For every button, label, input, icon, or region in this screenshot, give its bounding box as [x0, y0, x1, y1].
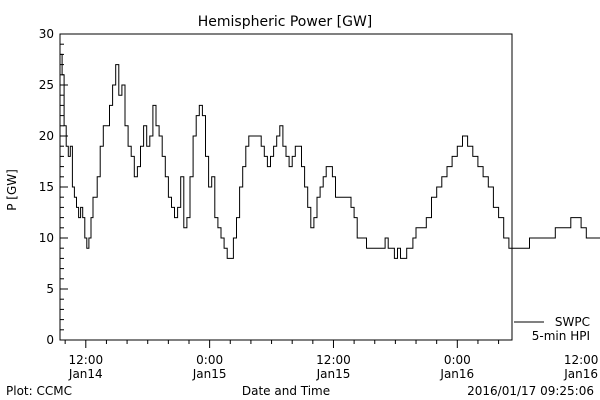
legend: SWPC 5-min HPI [514, 315, 590, 343]
x-tick-time-label: 12:00 [564, 353, 599, 367]
plot-frame [59, 33, 513, 341]
y-tick-label: 0 [46, 333, 54, 347]
series-line-swpc [60, 53, 600, 259]
legend-swpc-label: SWPC [555, 315, 590, 329]
x-tick-date-label: Jan16 [563, 367, 598, 381]
x-axis-label: Date and Time [242, 384, 330, 398]
y-tick-label: 20 [39, 129, 54, 143]
chart-title: Hemispheric Power [GW] [198, 14, 373, 30]
y-axis: 0 5 10 15 20 25 30 [39, 27, 68, 347]
x-tick-date-label: Jan16 [439, 367, 474, 381]
x-tick-date-label: Jan14 [68, 367, 103, 381]
y-axis-label: P [GW] [5, 169, 19, 211]
x-tick-date-label: Jan15 [192, 367, 227, 381]
x-tick-time-label: 0:00 [196, 353, 223, 367]
y-tick-label: 25 [39, 78, 54, 92]
series-group [60, 53, 600, 259]
y-tick-label: 30 [39, 27, 54, 41]
y-tick-label: 5 [46, 282, 54, 296]
x-axis: 12:00Jan140:00Jan1512:00Jan150:00Jan1612… [64, 340, 599, 381]
legend-hpi-label: 5-min HPI [532, 329, 590, 343]
x-tick-date-label: Jan15 [316, 367, 351, 381]
y-tick-label: 10 [39, 231, 54, 245]
x-tick-time-label: 12:00 [69, 353, 104, 367]
x-tick-time-label: 0:00 [444, 353, 471, 367]
x-tick-time-label: 12:00 [316, 353, 351, 367]
plot-timestamp: 2016/01/17 09:25:06 [467, 384, 594, 398]
y-tick-label: 15 [39, 180, 54, 194]
plot-credit: Plot: CCMC [6, 384, 72, 398]
